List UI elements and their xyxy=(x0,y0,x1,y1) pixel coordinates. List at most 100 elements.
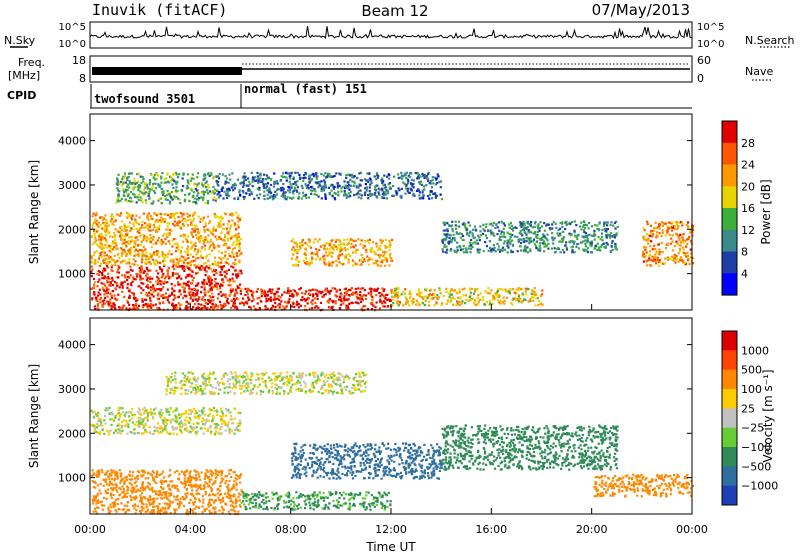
power-cell xyxy=(359,243,362,246)
power-cell xyxy=(366,308,369,311)
power-cell xyxy=(227,233,230,236)
power-cell xyxy=(284,306,287,309)
power-cell xyxy=(115,282,118,285)
power-cell xyxy=(496,299,499,302)
power-cell xyxy=(447,241,450,244)
power-cell xyxy=(134,305,137,308)
power-cell xyxy=(203,230,206,233)
power-cell xyxy=(310,262,313,265)
power-cell xyxy=(232,241,235,244)
velocity-cell xyxy=(171,485,174,488)
power-cell xyxy=(670,237,673,240)
power-cell xyxy=(404,192,407,195)
power-cell xyxy=(534,245,538,248)
power-cell xyxy=(663,262,666,265)
power-cell xyxy=(491,297,494,300)
power-cell xyxy=(409,295,412,298)
power-cell xyxy=(551,223,554,226)
power-cell xyxy=(534,293,537,296)
power-cell xyxy=(213,263,216,266)
power-cell xyxy=(531,226,534,229)
power-cell xyxy=(518,238,521,241)
power-cell xyxy=(416,172,419,175)
power-cell xyxy=(645,254,648,257)
power-cell xyxy=(331,238,335,241)
power-cell xyxy=(114,287,117,290)
power-cell xyxy=(186,253,189,257)
power-cell xyxy=(159,267,162,271)
power-cell xyxy=(178,289,181,292)
power-cell xyxy=(586,246,590,249)
power-cell xyxy=(156,275,159,279)
power-cell xyxy=(347,307,350,310)
power-cell xyxy=(131,239,134,242)
power-cell xyxy=(274,190,277,193)
power-cell xyxy=(171,272,175,275)
power-cell xyxy=(525,226,528,229)
velocity-cell xyxy=(96,499,99,502)
power-cell xyxy=(391,194,394,197)
power-cell xyxy=(297,195,301,199)
power-cell xyxy=(462,239,465,242)
power-cell xyxy=(231,277,234,280)
power-cell xyxy=(103,299,106,302)
velocity-cell xyxy=(141,509,144,512)
power-cell xyxy=(181,177,184,180)
power-cell xyxy=(150,302,153,306)
power-cell xyxy=(156,282,159,286)
power-cell xyxy=(141,258,144,261)
power-cell xyxy=(551,237,554,240)
power-cell xyxy=(453,237,456,240)
power-cell xyxy=(561,248,564,252)
power-cell xyxy=(234,223,237,226)
power-cell xyxy=(397,176,400,180)
power-cell xyxy=(129,215,132,218)
power-cell xyxy=(193,197,196,200)
power-cell xyxy=(274,196,277,199)
power-cell xyxy=(656,256,659,259)
power-cell xyxy=(140,182,143,185)
power-cell xyxy=(688,235,691,238)
power-cell xyxy=(519,229,522,233)
power-cell xyxy=(325,247,328,250)
power-cell xyxy=(649,253,652,256)
power-cell xyxy=(199,254,202,257)
power-cell xyxy=(290,197,294,200)
power-cell xyxy=(368,193,371,196)
power-cell xyxy=(643,238,646,241)
power-cell xyxy=(350,287,353,290)
power-cell xyxy=(340,187,343,190)
power-cell xyxy=(402,291,405,294)
power-cell xyxy=(158,256,161,259)
power-cell xyxy=(168,228,171,231)
power-cell xyxy=(191,299,194,302)
power-cell xyxy=(125,271,128,274)
power-cell xyxy=(573,240,576,243)
power-cell xyxy=(327,242,330,245)
power-cell xyxy=(188,192,191,195)
power-cell xyxy=(251,296,254,299)
power-cell xyxy=(193,295,196,298)
power-cell xyxy=(358,172,361,175)
power-cell xyxy=(353,261,356,264)
power-cell xyxy=(318,238,321,241)
power-cell xyxy=(348,294,351,297)
power-cell xyxy=(676,221,679,224)
velocity-cell xyxy=(204,474,207,477)
power-cell xyxy=(324,197,327,200)
velocity-cell xyxy=(186,509,189,512)
power-cell xyxy=(614,246,618,249)
power-cell xyxy=(144,248,147,251)
power-cell xyxy=(666,256,669,259)
power-cell xyxy=(435,177,438,181)
power-cell xyxy=(213,214,217,217)
power-cell xyxy=(232,214,235,217)
power-cell xyxy=(95,223,98,226)
power-cell xyxy=(182,172,185,175)
power-cell xyxy=(197,192,200,195)
power-cell xyxy=(405,298,408,301)
power-cell xyxy=(687,254,690,257)
power-cell xyxy=(141,201,144,204)
velocity-cell xyxy=(232,485,235,488)
power-cell xyxy=(674,261,677,264)
